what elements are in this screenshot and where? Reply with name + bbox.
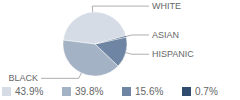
svg-text:WHITE: WHITE xyxy=(152,1,181,11)
html-text:39.8%: 39.8% xyxy=(75,85,104,97)
svg-text:ASIAN: ASIAN xyxy=(152,30,179,40)
svg-text:HISPANIC: HISPANIC xyxy=(152,49,194,59)
svg-text:BLACK: BLACK xyxy=(8,73,38,82)
html-text:0.7%: 0.7% xyxy=(195,85,218,97)
html-text:43.9%: 43.9% xyxy=(15,85,44,97)
html-text:15.6%: 15.6% xyxy=(135,85,164,97)
